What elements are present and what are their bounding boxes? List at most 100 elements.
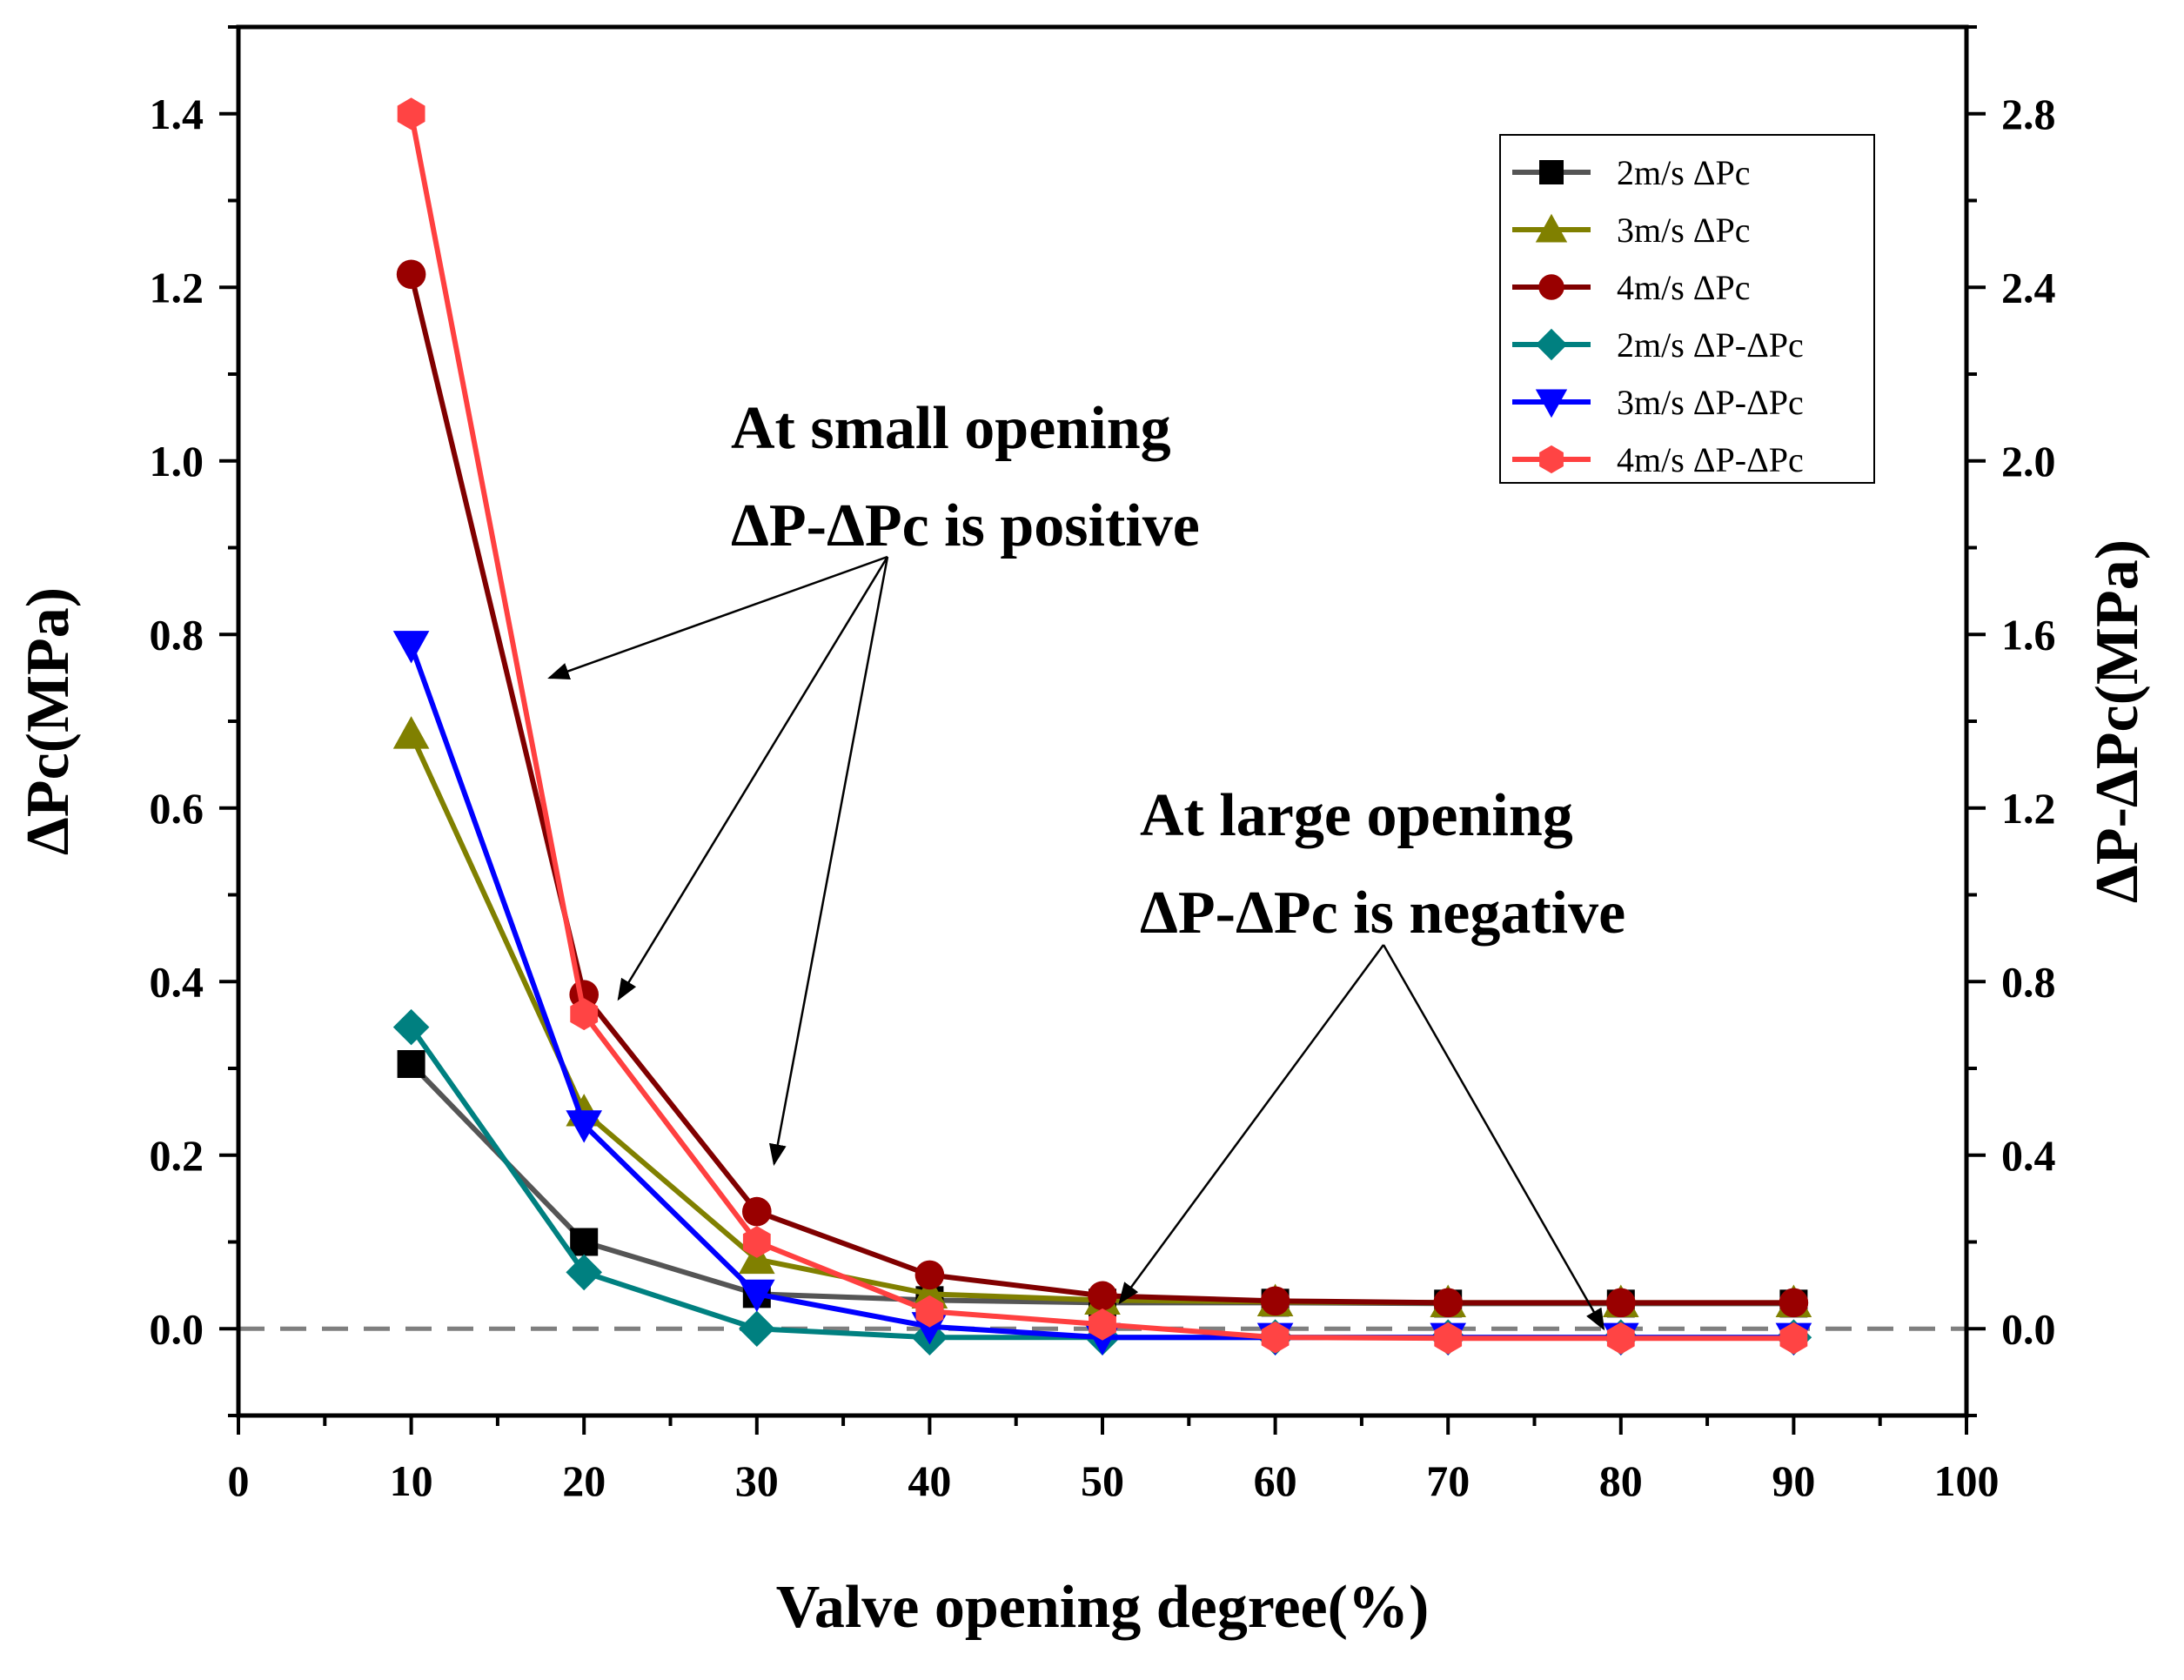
left-tick-label: 1.2 <box>150 263 204 311</box>
legend-entry: 3m/s ΔPc <box>1512 211 1751 250</box>
legend: 2m/s ΔPc 3m/s ΔPc 4m/s ΔPc 2m/s ΔP-ΔPc 3m/s … <box>1499 134 1875 484</box>
legend-box <box>1499 134 1875 484</box>
x-tick-label: 40 <box>908 1456 951 1505</box>
x-tick-label: 100 <box>1934 1456 2000 1505</box>
left-tick-label: 1.0 <box>150 437 204 485</box>
x-tick-label: 10 <box>390 1456 433 1505</box>
data-point <box>1433 1288 1463 1318</box>
data-point <box>1434 1322 1463 1355</box>
data-point <box>742 1226 771 1258</box>
right-y-axis-title: ΔP-ΔPc(MPa) <box>2084 539 2151 903</box>
right-tick-label: 2.8 <box>2001 90 2056 138</box>
data-point <box>566 1110 602 1143</box>
annotation-large-opening-line-2: ΔP-ΔPc is negative <box>1140 880 1625 947</box>
data-point <box>392 631 430 664</box>
right-tick-label: 2.0 <box>2001 437 2056 485</box>
data-point <box>570 1228 599 1256</box>
legend-label: 4m/s ΔPc <box>1617 268 1751 307</box>
legend-marker <box>1535 389 1568 418</box>
data-point <box>396 259 426 290</box>
left-tick-label: 0.4 <box>150 957 204 1006</box>
annotation-large-opening-line-1: At large opening <box>1140 782 1573 849</box>
legend-label: 2m/s ΔPc <box>1617 153 1751 192</box>
data-point <box>1606 1288 1636 1318</box>
x-axis-ticks: 0 10 20 30 40 50 60 70 80 90 100 <box>228 1416 2000 1505</box>
data-point <box>742 1196 772 1227</box>
data-point <box>915 1295 944 1328</box>
annotation-arrows <box>547 555 1605 1331</box>
annotation-small-opening-line-2: ΔP-ΔPc is positive <box>731 492 1200 559</box>
data-point <box>397 1050 425 1079</box>
legend-label: 3m/s ΔPc <box>1617 211 1751 250</box>
legend-entry: 4m/s ΔP-ΔPc <box>1512 440 1804 479</box>
left-y-axis-ticks: 0.0 0.2 0.4 0.6 0.8 1.0 1.2 1.4 <box>150 25 238 1417</box>
left-tick-label: 0.2 <box>150 1131 204 1180</box>
data-point <box>739 1310 775 1348</box>
series-6 <box>397 97 1808 1355</box>
x-tick-label: 60 <box>1254 1456 1297 1505</box>
annotation-arrow <box>617 556 889 1001</box>
data-point <box>570 998 599 1031</box>
series-line <box>408 733 1794 1306</box>
data-point <box>1088 1281 1117 1311</box>
x-tick-label: 50 <box>1081 1456 1124 1505</box>
left-tick-label: 0.8 <box>150 610 204 659</box>
data-point <box>392 716 430 749</box>
annotation-arrow <box>1118 944 1385 1305</box>
right-tick-label: 1.2 <box>2001 784 2056 833</box>
legend-marker <box>1535 328 1568 361</box>
x-tick-label: 70 <box>1426 1456 1470 1505</box>
data-point <box>392 1008 430 1046</box>
data-point <box>1261 1321 1290 1354</box>
right-tick-label: 0.0 <box>2001 1304 2056 1353</box>
right-tick-label: 0.4 <box>2001 1131 2056 1180</box>
right-tick-label: 1.6 <box>2001 610 2056 659</box>
legend-marker <box>1539 445 1564 474</box>
annotation-arrow <box>1382 944 1605 1331</box>
left-y-axis-title: ΔPc(MPa) <box>15 587 82 855</box>
legend-marker <box>1538 274 1564 300</box>
data-point <box>1606 1322 1635 1355</box>
legend-marker <box>1535 213 1568 243</box>
data-point <box>1089 1308 1116 1341</box>
legend-entry: 4m/s ΔPc <box>1512 268 1751 307</box>
data-point <box>566 1254 602 1291</box>
legend-entry: 2m/s ΔP-ΔPc <box>1512 325 1804 365</box>
series-line <box>408 644 1794 1341</box>
x-tick-label: 80 <box>1599 1456 1643 1505</box>
legend-marker <box>1539 160 1564 184</box>
x-tick-label: 30 <box>735 1456 779 1505</box>
left-tick-label: 0.0 <box>150 1304 204 1353</box>
x-tick-label: 20 <box>562 1456 606 1505</box>
x-axis-title: Valve opening degree(%) <box>776 1574 1430 1641</box>
annotation-small-opening-line-1: At small opening <box>731 395 1171 462</box>
data-point <box>1260 1286 1290 1316</box>
x-tick-label: 90 <box>1772 1456 1815 1505</box>
series-3 <box>396 259 1809 1318</box>
legend-entry: 2m/s ΔPc <box>1512 153 1751 192</box>
data-point <box>397 97 425 131</box>
legend-label: 2m/s ΔP-ΔPc <box>1617 325 1804 365</box>
left-tick-label: 0.6 <box>150 784 204 833</box>
data-point <box>1779 1322 1808 1355</box>
legend-label: 4m/s ΔP-ΔPc <box>1617 440 1804 479</box>
right-tick-label: 2.4 <box>2001 263 2056 311</box>
annotation-arrow <box>768 556 889 1167</box>
right-tick-label: 0.8 <box>2001 957 2056 1006</box>
legend-entry: 3m/s ΔP-ΔPc <box>1512 383 1804 422</box>
annotation-small-opening: At small opening ΔP-ΔPc is positive <box>731 395 1200 559</box>
series-1 <box>397 1050 1808 1318</box>
data-point <box>914 1260 945 1290</box>
legend-label: 3m/s ΔP-ΔPc <box>1617 383 1804 422</box>
data-point <box>1779 1288 1809 1318</box>
right-y-axis-ticks: 0.0 0.4 0.8 1.2 1.6 2.0 2.4 2.8 <box>1966 25 2056 1417</box>
data-point <box>739 1279 775 1313</box>
series-group <box>392 97 1812 1356</box>
annotation-arrow <box>547 555 888 679</box>
x-tick-label: 0 <box>228 1456 250 1505</box>
annotation-large-opening: At large opening ΔP-ΔPc is negative <box>1140 782 1625 947</box>
series-2 <box>392 716 1812 1317</box>
data-point <box>911 1275 948 1309</box>
left-tick-label: 1.4 <box>150 90 204 138</box>
